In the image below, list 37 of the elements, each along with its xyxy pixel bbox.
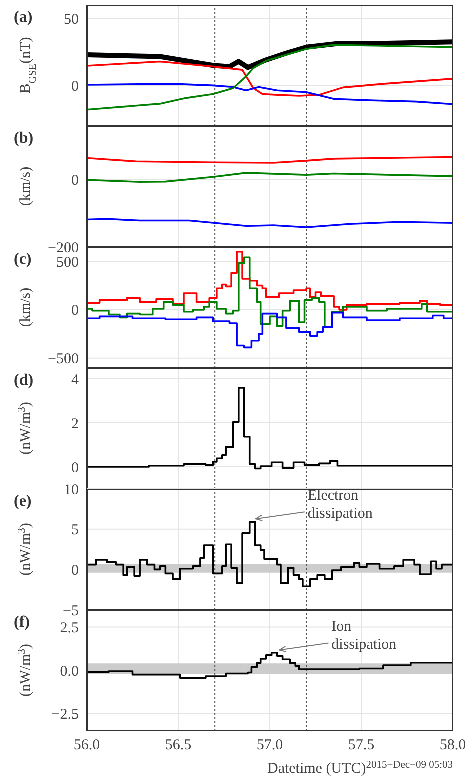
chart-title: (e)	[14, 493, 32, 511]
y-tick-label: 2.5	[60, 620, 79, 637]
y-tick-label: 0	[72, 460, 79, 476]
y-tick-label: 500	[56, 254, 79, 271]
x-tick-label: 57.5	[348, 738, 375, 754]
line-series	[87, 60, 453, 97]
y-tick-label: 0	[72, 173, 79, 190]
chart-title: (f)	[14, 614, 30, 632]
x-axis-title: Datetime (UTC)$^{2015−Dec−09 05:03}$	[267, 760, 453, 777]
chart-title: (d)	[14, 372, 34, 390]
y-tick-label: −2.5	[52, 707, 79, 724]
chart-title: (b)	[14, 130, 34, 148]
x-tick-label: 56.5	[165, 738, 192, 754]
x-tick-label: 57.0	[256, 738, 284, 754]
y-axis-title: (km/s)	[18, 288, 34, 328]
y-tick-label: 4	[72, 372, 80, 388]
line-series	[87, 172, 453, 184]
y-tick-label: 0	[72, 303, 79, 320]
y-tick-label: −200	[48, 240, 79, 256]
chart-title: (c)	[14, 251, 32, 269]
y-tick-label: 5	[72, 522, 79, 539]
chart-title: (a)	[14, 9, 33, 27]
y-tick-label: 50	[64, 12, 79, 28]
line-series	[87, 218, 453, 228]
y-tick-label: −500	[48, 352, 79, 368]
y-tick-label: 0	[72, 78, 79, 95]
line-series	[87, 83, 453, 106]
y-tick-label: 10	[64, 482, 79, 498]
line-series	[87, 44, 453, 111]
y-tick-label: 0.0	[60, 664, 79, 680]
y-axis-title: (km/s)	[18, 166, 34, 206]
y-tick-label: −5	[63, 603, 79, 620]
x-tick-label: 56.0	[74, 738, 100, 754]
y-tick-label: 2	[72, 416, 79, 432]
y-tick-label: 0	[72, 562, 79, 579]
annotation: Electron dissipation	[308, 488, 374, 522]
annotation: Ion dissipation	[332, 619, 398, 654]
